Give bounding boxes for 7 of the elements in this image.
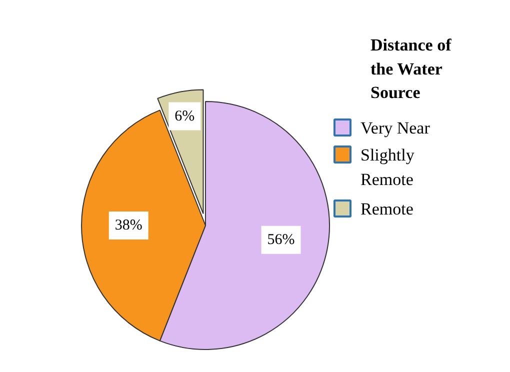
legend-label: Remote [360,200,414,218]
data-label: 6% [174,108,195,124]
legend-label: Slightly Remote [360,146,415,190]
data-label: 56% [267,232,295,248]
legend-title: Distance of the Water Source [370,36,452,102]
data-label: 38% [114,218,142,234]
legend-label: Very Near [360,118,430,138]
